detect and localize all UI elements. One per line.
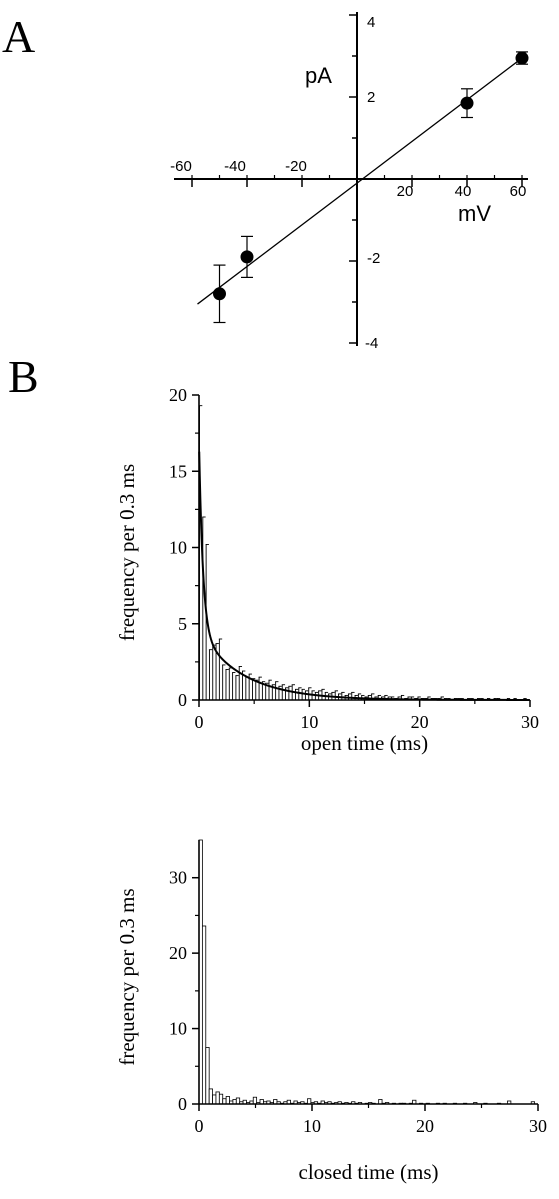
histogram-bar xyxy=(215,1091,220,1105)
y-tick-label: 10 xyxy=(169,538,187,558)
fit-curve xyxy=(198,451,530,701)
x-tick-label: 0 xyxy=(195,1116,204,1136)
fit-line xyxy=(197,57,523,305)
x-tick-label: -20 xyxy=(285,158,307,175)
data-point xyxy=(515,51,529,65)
y-tick-label: 5 xyxy=(178,614,187,634)
histogram-bar xyxy=(205,1047,210,1105)
y-tick-label: 4 xyxy=(367,14,375,31)
histogram-bar xyxy=(235,1097,241,1105)
x-tick-label: 30 xyxy=(521,712,539,732)
histogram-bar xyxy=(201,925,207,1105)
y-tick-label: 20 xyxy=(169,943,187,963)
x-tick-label: 40 xyxy=(455,183,472,200)
y-tick-label: 30 xyxy=(169,868,187,888)
x-tick-label: 10 xyxy=(303,1116,321,1136)
histogram-bar xyxy=(218,1093,224,1105)
x-tick-label: -40 xyxy=(224,158,246,175)
y-tick-label: -2 xyxy=(367,250,380,267)
y-tick-label: 2 xyxy=(367,89,375,106)
panel-label-b: B xyxy=(8,351,39,402)
y-tick-label: 0 xyxy=(178,1094,187,1114)
x-tick-label: 20 xyxy=(416,1116,434,1136)
y-axis-label: frequency per 0.3 ms xyxy=(115,888,139,1065)
y-axis-label: pA xyxy=(305,63,332,88)
y-tick-label: 10 xyxy=(169,1019,187,1039)
x-tick-label: 60 xyxy=(510,183,527,200)
histogram-bar xyxy=(225,1096,230,1105)
x-tick-label: 20 xyxy=(397,183,414,200)
histogram-bar xyxy=(208,1088,213,1105)
x-axis-label: mV xyxy=(458,201,491,226)
y-tick-label: 0 xyxy=(178,690,187,710)
data-point xyxy=(240,250,254,264)
x-axis-label: closed time (ms) xyxy=(299,1160,439,1184)
x-tick-label: 30 xyxy=(529,1116,547,1136)
x-tick-label: 20 xyxy=(411,712,429,732)
x-tick-label: -60 xyxy=(170,158,192,175)
data-point xyxy=(460,96,474,110)
y-tick-label: 15 xyxy=(169,461,187,481)
x-axis-label: open time (ms) xyxy=(301,731,428,755)
x-tick-label: 0 xyxy=(195,712,204,732)
open-time-histogram: open time (ms) frequency per 0.3 ms 0 10 2… xyxy=(115,385,539,755)
x-tick-label: 10 xyxy=(300,712,318,732)
y-tick-label: 20 xyxy=(169,385,187,405)
y-tick-label: -4 xyxy=(365,335,378,352)
histogram-bar xyxy=(212,1094,217,1105)
closed-time-histogram: closed time (ms) frequency per 0.3 ms 0 1… xyxy=(115,839,547,1184)
iv-curve-chart: mV pA -60 -40 -20 20 40 60 4 2 -2 -4 xyxy=(170,12,529,352)
y-axis-label: frequency per 0.3 ms xyxy=(115,464,139,641)
data-point xyxy=(213,287,226,301)
panel-label-a: A xyxy=(2,11,35,62)
histogram-bar xyxy=(252,1096,258,1105)
